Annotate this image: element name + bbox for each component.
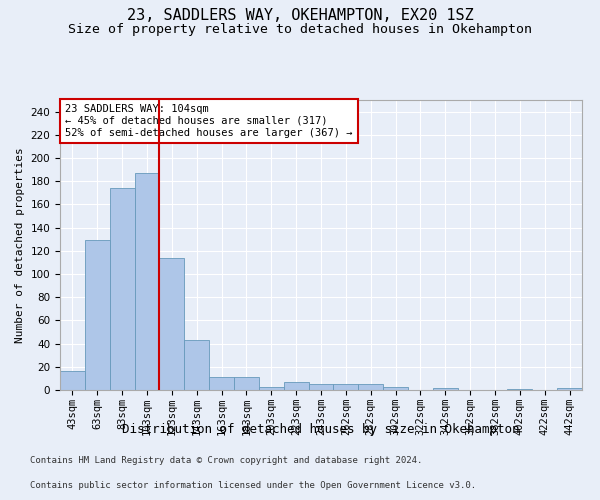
Bar	[234, 377, 259, 390]
Bar	[259, 386, 284, 390]
Bar	[160, 258, 184, 390]
Y-axis label: Number of detached properties: Number of detached properties	[15, 147, 25, 343]
Bar	[284, 382, 308, 390]
Bar	[383, 386, 408, 390]
Bar	[358, 384, 383, 390]
Bar	[110, 188, 134, 390]
Text: Contains HM Land Registry data © Crown copyright and database right 2024.: Contains HM Land Registry data © Crown c…	[30, 456, 422, 465]
Bar	[308, 384, 334, 390]
Bar	[184, 340, 209, 390]
Text: Distribution of detached houses by size in Okehampton: Distribution of detached houses by size …	[122, 422, 520, 436]
Bar	[334, 384, 358, 390]
Text: Size of property relative to detached houses in Okehampton: Size of property relative to detached ho…	[68, 22, 532, 36]
Bar	[508, 389, 532, 390]
Text: 23, SADDLERS WAY, OKEHAMPTON, EX20 1SZ: 23, SADDLERS WAY, OKEHAMPTON, EX20 1SZ	[127, 8, 473, 22]
Bar	[209, 377, 234, 390]
Bar	[433, 388, 458, 390]
Bar	[60, 372, 85, 390]
Text: 23 SADDLERS WAY: 104sqm
← 45% of detached houses are smaller (317)
52% of semi-d: 23 SADDLERS WAY: 104sqm ← 45% of detache…	[65, 104, 353, 138]
Bar	[85, 240, 110, 390]
Bar	[557, 388, 582, 390]
Text: Contains public sector information licensed under the Open Government Licence v3: Contains public sector information licen…	[30, 481, 476, 490]
Bar	[134, 173, 160, 390]
